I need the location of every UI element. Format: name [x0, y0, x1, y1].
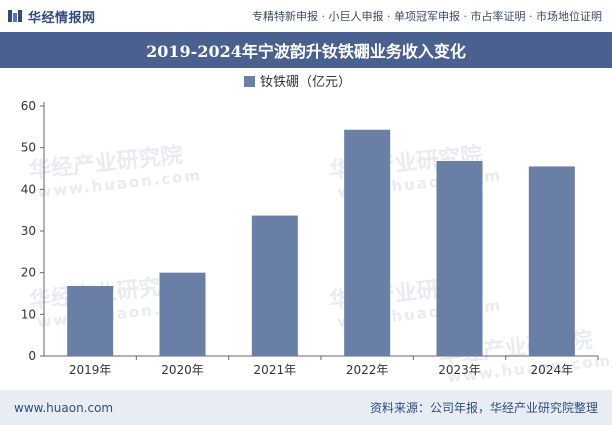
brand[interactable]: 华经情报网	[8, 7, 96, 26]
footer: www.huaon.com 资料来源：公司年报，华经产业研究院整理	[0, 390, 612, 425]
bar	[251, 215, 298, 356]
y-tick-label: 60	[21, 99, 36, 113]
services-banner: 专精特新申报 · 小巨人申报 · 单项冠军申报 · 市占率证明 · 市场地位证明	[252, 10, 602, 23]
x-tick-label: 2020年	[161, 363, 204, 377]
bar	[528, 166, 575, 356]
chart-area: 华经产业研究院 www.huaon.com 华经产业研究院 www.huaon.com…	[0, 68, 612, 390]
bar	[67, 286, 114, 356]
footer-url-link[interactable]: www.huaon.com	[14, 400, 114, 415]
top-bar: 华经情报网 专精特新申报 · 小巨人申报 · 单项冠军申报 · 市占率证明 · …	[0, 0, 612, 32]
y-tick-label: 30	[21, 224, 36, 238]
legend: 钕铁硼（亿元）	[244, 74, 351, 90]
bars	[67, 129, 575, 356]
bar	[159, 272, 206, 356]
bar	[344, 129, 391, 356]
x-tick-label: 2022年	[346, 363, 389, 377]
x-tick-label: 2021年	[254, 363, 297, 377]
x-tick-label: 2024年	[531, 363, 574, 377]
y-tick-label: 20	[21, 266, 36, 280]
footer-source: 资料来源：公司年报，华经产业研究院整理	[369, 401, 598, 415]
x-tick-label: 2023年	[438, 363, 481, 377]
bar	[436, 161, 483, 356]
x-tick-label: 2019年	[69, 363, 112, 377]
y-tick-label: 10	[21, 307, 36, 321]
title-band: 2019-2024年宁波韵升钕铁硼业务收入变化	[0, 32, 612, 68]
y-tick-label: 50	[21, 141, 36, 155]
legend-swatch	[244, 76, 255, 87]
axes: 0 10 20 30 40 50 60 2019年 2020年 2021年 2022年 2023年 20…	[21, 99, 599, 377]
y-tick-label: 0	[28, 349, 36, 363]
y-tick-label: 40	[21, 182, 36, 196]
brand-logo-icon	[8, 10, 22, 22]
brand-name: 华经情报网	[28, 10, 96, 26]
legend-label: 钕铁硼（亿元）	[260, 74, 351, 90]
chart-title: 2019-2024年宁波韵升钕铁硼业务收入变化	[146, 42, 466, 61]
